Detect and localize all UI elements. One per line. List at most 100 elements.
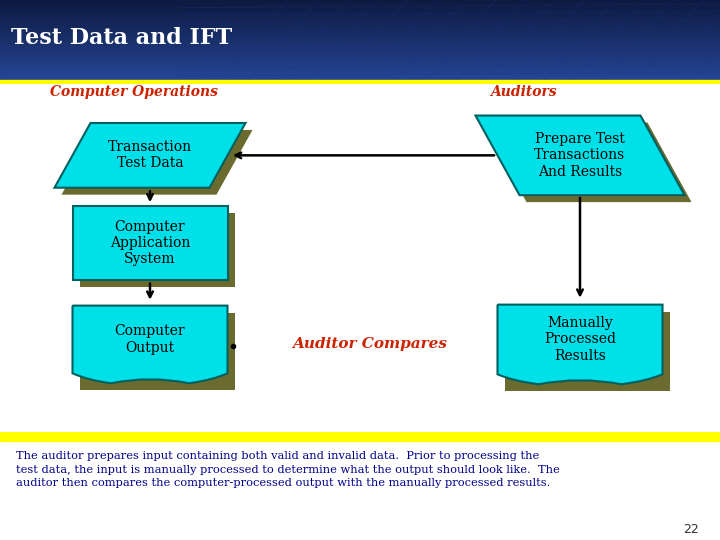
Bar (0, 48, 720, 49)
Bar (0, 83, 720, 84)
Bar (0, 39, 720, 40)
Bar (0, 66, 720, 67)
Bar (0, 80, 720, 81)
Bar (0, 49, 720, 50)
Bar (0, 35, 720, 36)
Bar (0, 58, 720, 59)
Bar (0, 33, 720, 35)
Bar (0, 44, 720, 45)
Bar (0, 3, 720, 4)
Bar (0, 2, 720, 3)
Bar (0, 36, 720, 37)
Bar (0, 4, 720, 5)
Bar (0, 77, 720, 78)
Bar (0, 47, 720, 48)
Bar (0, 5, 720, 6)
Polygon shape (475, 116, 685, 195)
Bar (0, 79, 720, 80)
Text: Auditors: Auditors (490, 85, 557, 99)
Text: Computer
Application
System: Computer Application System (110, 220, 190, 266)
Bar (0, 81, 720, 82)
Bar (0, 62, 720, 63)
Bar (79, 213, 235, 287)
Bar (0, 51, 720, 52)
Bar (0, 6, 720, 8)
Bar (0, 73, 720, 75)
Bar (0, 0, 720, 1)
Bar (0, 71, 720, 72)
Bar (0, 69, 720, 70)
Bar (0, 25, 720, 26)
Bar (0, 63, 720, 64)
Bar (0, 40, 720, 41)
Bar (0, 43, 720, 44)
Bar (0, 50, 720, 51)
Bar (0, 76, 720, 77)
Bar (0, 46, 720, 47)
Bar (0, 432, 720, 441)
Bar (0, 10, 720, 11)
PathPatch shape (498, 305, 662, 384)
Bar (0, 29, 720, 30)
Bar (0, 22, 720, 23)
Bar (505, 312, 670, 391)
Bar (0, 1, 720, 2)
Bar (0, 72, 720, 73)
Bar (0, 75, 720, 76)
Bar (0, 57, 720, 58)
Text: 22: 22 (683, 523, 698, 536)
PathPatch shape (73, 306, 228, 383)
Bar (0, 21, 720, 22)
Bar (0, 19, 720, 20)
Bar (0, 32, 720, 33)
Bar (0, 53, 720, 55)
Bar (0, 37, 720, 38)
Text: Auditor Compares: Auditor Compares (292, 338, 448, 352)
Polygon shape (55, 123, 246, 188)
Bar (0, 41, 720, 42)
Bar (0, 11, 720, 12)
Text: The auditor prepares input containing both valid and invalid data.  Prior to pro: The auditor prepares input containing bo… (16, 451, 559, 488)
Bar (0, 56, 720, 57)
Bar (0, 60, 720, 61)
Bar (0, 14, 720, 15)
Bar (0, 70, 720, 71)
Bar (0, 52, 720, 53)
Bar (0, 68, 720, 69)
Bar (79, 313, 235, 390)
Bar (73, 206, 228, 280)
Bar (0, 78, 720, 79)
Bar (0, 80, 720, 84)
Bar (0, 30, 720, 31)
Bar (0, 8, 720, 9)
Bar (0, 27, 720, 28)
Text: Test Data and IFT: Test Data and IFT (11, 26, 232, 49)
Bar (0, 45, 720, 46)
Bar (0, 24, 720, 25)
Polygon shape (482, 123, 691, 202)
Polygon shape (61, 130, 253, 194)
Bar (0, 42, 720, 43)
Bar (0, 55, 720, 56)
Text: Prepare Test
Transactions
And Results: Prepare Test Transactions And Results (534, 132, 626, 179)
Bar (0, 12, 720, 14)
Bar (0, 23, 720, 24)
Bar (0, 59, 720, 60)
Bar (0, 9, 720, 10)
Bar (0, 64, 720, 65)
Bar (0, 18, 720, 19)
Text: Transaction
Test Data: Transaction Test Data (108, 140, 192, 171)
Bar (0, 67, 720, 68)
Text: Computer
Output: Computer Output (114, 325, 185, 355)
Text: Manually
Processed
Results: Manually Processed Results (544, 316, 616, 363)
Bar (0, 28, 720, 29)
Bar (0, 15, 720, 16)
Bar (0, 26, 720, 27)
Bar (0, 65, 720, 66)
Bar (0, 20, 720, 21)
Bar (0, 16, 720, 17)
Bar (0, 38, 720, 39)
Bar (0, 61, 720, 62)
Bar (0, 82, 720, 83)
Bar (0, 31, 720, 32)
